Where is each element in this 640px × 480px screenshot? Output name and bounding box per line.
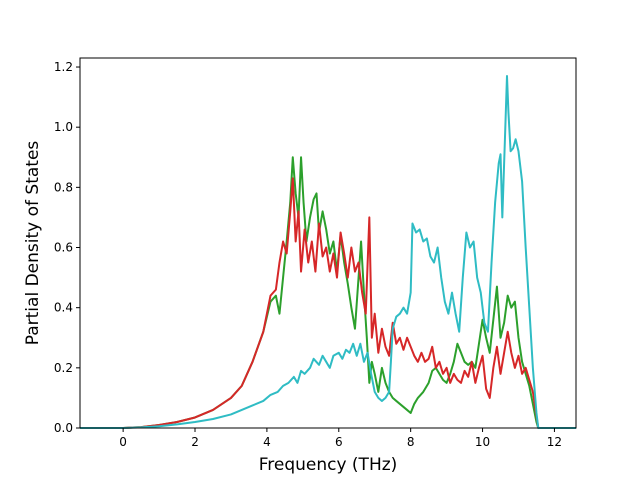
y-tick-label: 0.4 — [54, 301, 73, 315]
y-tick-label: 0.8 — [54, 180, 73, 194]
x-tick-label: 12 — [547, 435, 562, 449]
y-tick-label: 1.2 — [54, 60, 73, 74]
series-line-1 — [80, 156, 576, 429]
y-tick-label: 0.0 — [54, 421, 73, 435]
y-axis-title: Partial Density of States — [23, 141, 43, 346]
x-tick-label: 2 — [191, 435, 199, 449]
y-axis-ticks: 0.0 0.2 0.4 0.6 0.8 1.0 1.2 — [54, 60, 80, 435]
x-axis-ticks: 0 2 4 6 8 10 12 — [119, 428, 562, 449]
y-tick-label: 0.6 — [54, 241, 73, 255]
axes-frame — [79, 57, 577, 429]
y-tick-label: 0.2 — [54, 361, 73, 375]
series-line-2 — [80, 177, 576, 429]
x-tick-label: 8 — [407, 435, 415, 449]
x-tick-label: 0 — [119, 435, 127, 449]
x-tick-label: 10 — [475, 435, 490, 449]
x-tick-label: 4 — [263, 435, 271, 449]
x-axis-title: Frequency (THz) — [259, 455, 398, 475]
series-line-3 — [80, 75, 576, 429]
x-tick-label: 6 — [335, 435, 343, 449]
y-tick-label: 1.0 — [54, 120, 73, 134]
series-layer — [80, 75, 576, 429]
